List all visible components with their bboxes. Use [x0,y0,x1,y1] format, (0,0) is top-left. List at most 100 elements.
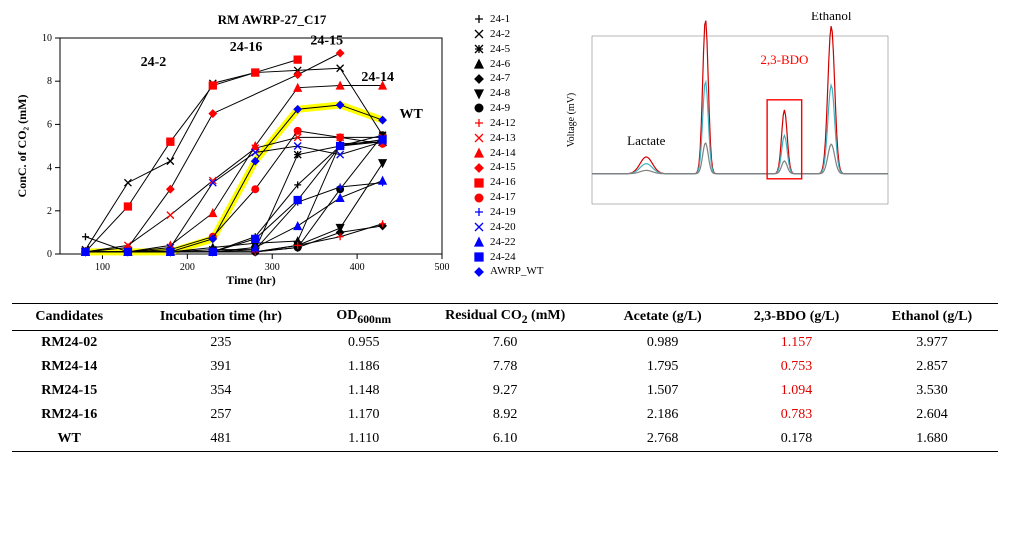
legend-item: 24-22 [472,235,544,250]
legend-label: 24-15 [490,160,516,175]
chart-legend: 24-124-224-524-624-724-824-924-1224-1324… [472,12,544,279]
chromatogram-panel: Voltage (mV)LactateAcetate2,3-BDOEthanol [564,12,894,227]
svg-text:Acetate: Acetate [685,12,725,14]
legend-label: 24-20 [490,220,516,235]
table-cell: 1.110 [315,427,412,452]
svg-text:8: 8 [47,76,52,87]
legend-label: 24-2 [490,27,510,42]
table-col-header: Incubation time (hr) [126,304,315,331]
legend-item: 24-14 [472,146,544,161]
table-cell: RM24-15 [12,379,126,403]
table-cell: 3.977 [866,330,998,355]
legend-label: 24-14 [490,146,516,161]
legend-label: 24-5 [490,42,510,57]
figure-top-row: RM AWRP-27_C17 1002003004005000246810Tim… [12,12,998,295]
legend-item: 24-1 [472,12,544,27]
table-row: RM24-143911.1867.781.7950.7532.857 [12,355,998,379]
legend-item: 24-17 [472,190,544,205]
legend-item: 24-19 [472,205,544,220]
legend-item: 24-8 [472,86,544,101]
table-row: RM24-022350.9557.600.9891.1573.977 [12,330,998,355]
legend-label: 24-9 [490,101,510,116]
table-cell: 2.186 [598,403,727,427]
table-body: RM24-022350.9557.600.9891.1573.977RM24-1… [12,330,998,451]
table-col-header: Residual CO2 (mM) [412,304,598,331]
table-cell: 7.78 [412,355,598,379]
svg-text:ConC. of CO₂ (mM): ConC. of CO₂ (mM) [15,95,29,198]
svg-text:WT: WT [400,107,424,122]
table-cell: 354 [126,379,315,403]
table-cell: 0.955 [315,330,412,355]
svg-text:24-15: 24-15 [310,33,343,48]
legend-label: 24-12 [490,116,516,131]
legend-item: 24-6 [472,57,544,72]
table-cell: 1.680 [866,427,998,452]
table-cell: 1.094 [727,379,866,403]
table-cell: 1.157 [727,330,866,355]
table-cell: 0.753 [727,355,866,379]
svg-text:10: 10 [42,33,52,44]
table-cell: 0.178 [727,427,866,452]
svg-text:500: 500 [435,262,450,273]
table-cell: 8.92 [412,403,598,427]
legend-label: 24-24 [490,250,516,265]
legend-item: 24-16 [472,175,544,190]
legend-item: 24-7 [472,71,544,86]
table-cell: WT [12,427,126,452]
table-cell: 1.186 [315,355,412,379]
table-col-header: Candidates [12,304,126,331]
table-row: RM24-153541.1489.271.5071.0943.530 [12,379,998,403]
table-cell: 391 [126,355,315,379]
svg-text:24-16: 24-16 [230,40,263,55]
table-cell: RM24-14 [12,355,126,379]
legend-label: 24-7 [490,71,510,86]
table-cell: 9.27 [412,379,598,403]
legend-item: 24-13 [472,131,544,146]
legend-item: 24-12 [472,116,544,131]
growth-chart-panel: RM AWRP-27_C17 1002003004005000246810Tim… [12,12,452,295]
legend-label: 24-22 [490,235,516,250]
legend-label: 24-17 [490,190,516,205]
legend-item: AWRP_WT [472,264,544,279]
legend-label: 24-13 [490,131,516,146]
svg-text:24-2: 24-2 [141,55,167,70]
svg-text:400: 400 [350,262,365,273]
legend-label: 24-6 [490,57,510,72]
legend-label: 24-1 [490,12,510,27]
legend-item: 24-5 [472,42,544,57]
table-row: WT4811.1106.102.7680.1781.680 [12,427,998,452]
table-row: RM24-162571.1708.922.1860.7832.604 [12,403,998,427]
legend-item: 24-2 [472,27,544,42]
legend-label: AWRP_WT [490,264,544,279]
table-cell: 1.795 [598,355,727,379]
table-cell: 1.170 [315,403,412,427]
svg-text:6: 6 [47,119,52,130]
table-cell: 2.768 [598,427,727,452]
table-cell: 2.604 [866,403,998,427]
table-cell: RM24-02 [12,330,126,355]
svg-text:300: 300 [265,262,280,273]
svg-text:4: 4 [47,163,52,174]
table-cell: 1.507 [598,379,727,403]
table-cell: 1.148 [315,379,412,403]
svg-text:2: 2 [47,206,52,217]
table-cell: 481 [126,427,315,452]
svg-text:24-14: 24-14 [361,70,394,85]
table-col-header: Ethanol (g/L) [866,304,998,331]
growth-chart: 1002003004005000246810Time (hr)ConC. of … [12,30,452,290]
svg-text:Time (hr): Time (hr) [226,273,275,287]
svg-text:2,3-BDO: 2,3-BDO [760,52,808,67]
table-cell: 257 [126,403,315,427]
table-cell: 2.857 [866,355,998,379]
legend-label: 24-8 [490,86,510,101]
svg-text:0: 0 [47,249,52,260]
table-cell: 7.60 [412,330,598,355]
table-cell: 235 [126,330,315,355]
table-cell: 3.530 [866,379,998,403]
svg-text:Ethanol: Ethanol [811,12,852,23]
table-col-header: 2,3-BDO (g/L) [727,304,866,331]
table-col-header: OD600nm [315,304,412,331]
legend-label: 24-16 [490,175,516,190]
table-col-header: Acetate (g/L) [598,304,727,331]
svg-text:Voltage (mV): Voltage (mV) [566,93,577,148]
